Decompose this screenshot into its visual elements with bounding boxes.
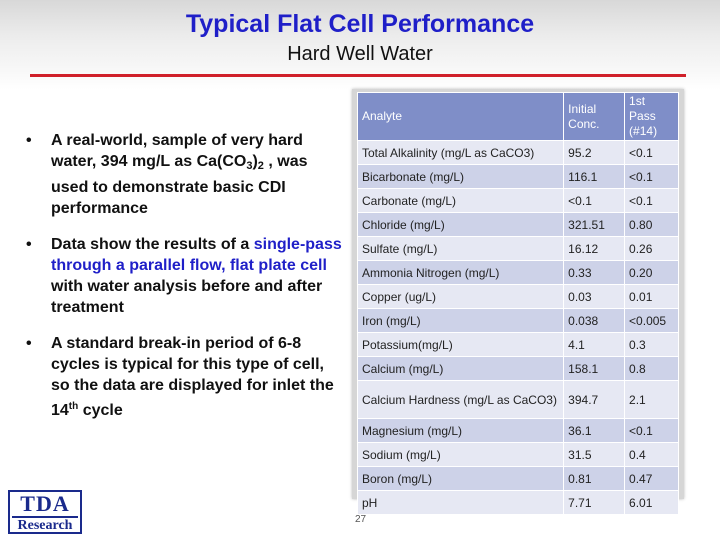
table-row: Bicarbonate (mg/L) 116.1 <0.1 (356, 164, 679, 189)
logo-text-bottom: Research (17, 518, 73, 533)
bullet-dot-icon: • (26, 132, 32, 149)
logo-divider (12, 516, 78, 518)
table-row: pH 7.71 6.01 (356, 490, 679, 515)
column-header-analyte: Analyte (356, 92, 565, 141)
table-row: Carbonate (mg/L) <0.1 <0.1 (356, 188, 679, 213)
bullet-list: • A real-world, sample of very hard wate… (26, 130, 346, 436)
column-header-initial: Initial Conc. (563, 92, 626, 141)
table-row: Calcium Hardness (mg/L as CaCO3) 394.7 2.1 (356, 380, 679, 419)
table-row: Sulfate (mg/L) 16.12 0.26 (356, 236, 679, 261)
bullet-dot-icon: • (26, 335, 32, 352)
table-row: Total Alkalinity (mg/L as CaCO3) 95.2 <0.1 (356, 140, 679, 165)
bullet-dot-icon: • (26, 236, 32, 253)
slide-subtitle: Hard Well Water (287, 43, 433, 65)
logo-text-top: TDA (20, 491, 70, 516)
column-header-first-pass: 1st Pass (#14) (624, 92, 679, 141)
table-row: Iron (mg/L) 0.038 <0.005 (356, 308, 679, 333)
table-row: Sodium (mg/L) 31.5 0.4 (356, 442, 679, 467)
table-row: Chloride (mg/L) 321.51 0.80 (356, 212, 679, 237)
table-header-row: Analyte Initial Conc. 1st Pass (#14) (356, 92, 679, 141)
table-row: Ammonia Nitrogen (mg/L) 0.33 0.20 (356, 260, 679, 285)
analysis-table-panel: Analyte Initial Conc. 1st Pass (#14) Tot… (352, 89, 684, 515)
table-row: Boron (mg/L) 0.81 0.47 (356, 466, 679, 491)
bullet-item: • A real-world, sample of very hard wate… (26, 132, 308, 217)
tda-research-logo: TDA Research (8, 490, 82, 534)
table-row: Calcium (mg/L) 158.1 0.8 (356, 356, 679, 381)
table-row: Potassium(mg/L) 4.1 0.3 (356, 332, 679, 357)
highlighted-text: single-pass through a parallel flow, fla… (51, 236, 342, 274)
table-row: Copper (ug/L) 0.03 0.01 (356, 284, 679, 309)
bullet-item: • A standard break-in period of 6-8 cycl… (26, 335, 334, 419)
table-row: Magnesium (mg/L) 36.1 <0.1 (356, 418, 679, 443)
water-analysis-table: Analyte Initial Conc. 1st Pass (#14) Tot… (356, 92, 679, 515)
slide-title: Typical Flat Cell Performance (185, 10, 535, 38)
bullet-item: • Data show the results of a single-pass… (26, 236, 342, 316)
page-number: 27 (355, 514, 367, 525)
title-divider (30, 74, 686, 77)
